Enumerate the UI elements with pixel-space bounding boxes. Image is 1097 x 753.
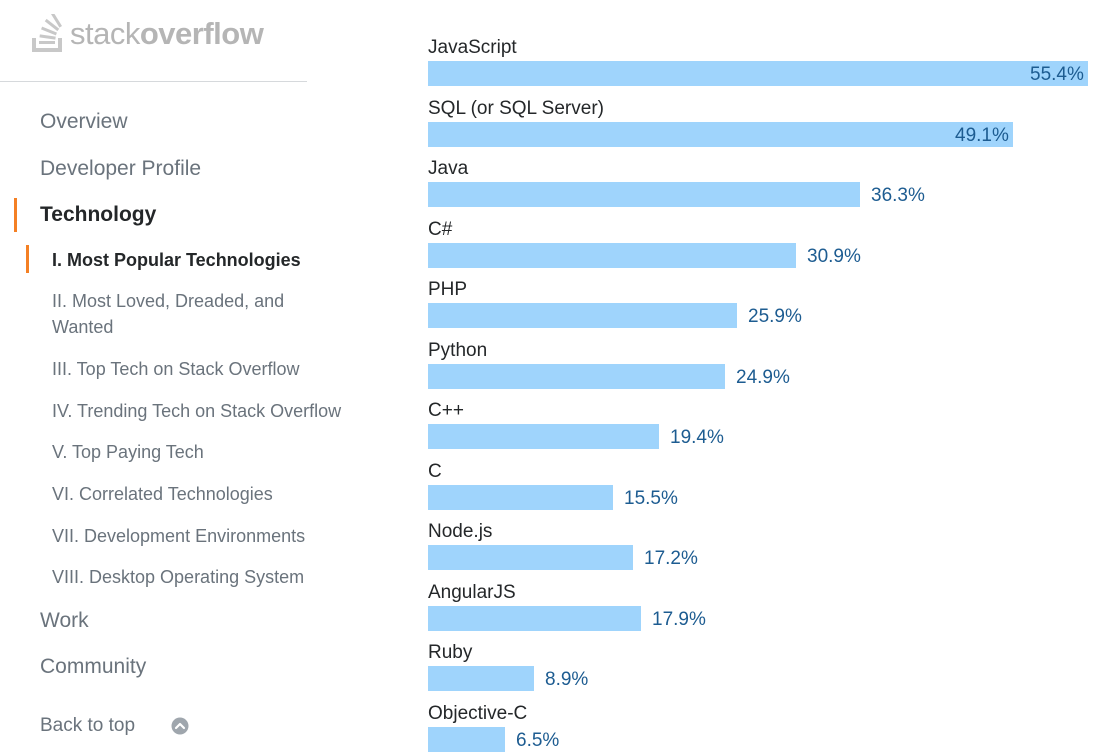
bar-value-label: 17.2% — [644, 548, 698, 569]
bar-value-label: 17.9% — [652, 608, 706, 630]
logo-wordmark: stackoverflow — [70, 16, 264, 51]
bar-value-label: 30.9% — [807, 245, 861, 267]
bar — [428, 484, 613, 510]
bar-value-label: 24.9% — [736, 366, 790, 388]
bar-label: AngularJS — [428, 581, 516, 603]
nav-overview[interactable]: Overview — [40, 110, 128, 133]
nav-sub-most-popular-technologies[interactable]: I. Most Popular Technologies — [52, 250, 301, 270]
bar-value-label: 8.9% — [545, 669, 589, 690]
bar-label: Ruby — [428, 642, 473, 663]
active-section-indicator — [14, 198, 17, 232]
bar-label: C# — [428, 218, 453, 240]
bar — [428, 303, 737, 328]
nav-developer-profile[interactable]: Developer Profile — [40, 157, 202, 180]
nav-work[interactable]: Work — [40, 609, 89, 632]
bar-label: Objective-C — [428, 702, 528, 724]
stack-overflow-logo[interactable]: stackoverflow — [30, 12, 264, 56]
bar-value-label: 36.3% — [871, 185, 925, 206]
bar-label: C — [428, 460, 442, 482]
bar — [428, 726, 505, 752]
bar — [428, 242, 796, 268]
bar-label: SQL (or SQL Server) — [428, 97, 604, 119]
bar — [428, 61, 1088, 86]
bar-value-label: 15.5% — [624, 487, 678, 509]
bar-label: C++ — [428, 400, 464, 421]
most-popular-technologies-chart: JavaScript 55.4% SQL (or SQL Server) 49.1% J… — [428, 30, 1093, 752]
bar-value-label: 25.9% — [748, 306, 802, 327]
chevron-up-circle-icon — [171, 717, 189, 735]
bar — [428, 363, 725, 389]
nav-sub-correlated-technologies[interactable]: VI. Correlated Technologies — [52, 484, 273, 504]
nav-sub-most-loved-dreaded-wanted[interactable]: II. Most Loved, Dreaded, and Wanted — [52, 291, 285, 337]
bar-label: Java — [428, 158, 469, 179]
nav-sub-top-tech-stack-overflow[interactable]: III. Top Tech on Stack Overflow — [52, 359, 300, 379]
bar-label: Python — [428, 339, 488, 361]
sidebar-divider — [0, 81, 307, 82]
bar-label: PHP — [428, 279, 468, 300]
stack-overflow-logo-icon — [32, 14, 63, 52]
bar-label: JavaScript — [428, 37, 517, 58]
bar-value-label: 19.4% — [670, 427, 724, 448]
bar-label: Node.js — [428, 521, 493, 542]
bar — [428, 605, 641, 631]
bar-value-label: 49.1% — [955, 124, 1009, 146]
active-subsection-indicator — [26, 245, 29, 273]
bar — [428, 182, 860, 207]
bar — [428, 424, 659, 449]
bar-value-label: 55.4% — [1030, 64, 1084, 85]
nav-sub-top-paying-tech[interactable]: V. Top Paying Tech — [52, 442, 204, 462]
back-to-top-link[interactable]: Back to top — [40, 713, 189, 739]
bar — [428, 545, 633, 570]
bar — [428, 666, 534, 691]
nav-sub-desktop-operating-system[interactable]: VIII. Desktop Operating System — [52, 567, 305, 587]
bar — [428, 121, 1013, 147]
bar-value-label: 6.5% — [516, 729, 560, 751]
nav-sub-trending-tech[interactable]: IV. Trending Tech on Stack Overflow — [52, 401, 342, 421]
back-to-top-label: Back to top — [40, 715, 136, 736]
nav-technology[interactable]: Technology — [40, 203, 157, 226]
nav-community[interactable]: Community — [40, 655, 147, 678]
nav-sub-development-environments[interactable]: VII. Development Environments — [52, 526, 306, 546]
